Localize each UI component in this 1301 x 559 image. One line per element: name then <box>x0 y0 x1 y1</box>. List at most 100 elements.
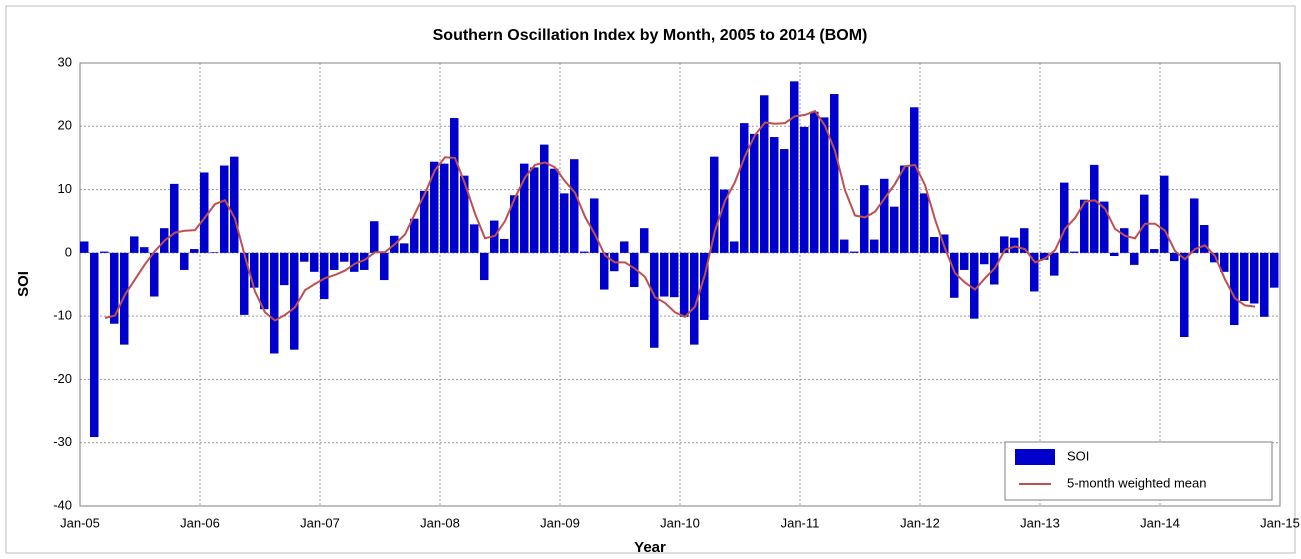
bar <box>600 252 609 290</box>
bar <box>1110 252 1119 257</box>
bar <box>1170 252 1179 262</box>
bar <box>150 252 159 297</box>
bar <box>250 252 259 288</box>
bar <box>630 252 639 288</box>
bar <box>290 252 299 350</box>
x-tick-label: Jan-09 <box>540 515 580 530</box>
bar <box>1050 252 1059 276</box>
bar <box>500 238 509 253</box>
bar <box>1250 252 1259 304</box>
bar <box>640 228 649 253</box>
bar <box>770 137 779 253</box>
bar <box>620 241 629 253</box>
bar <box>540 144 549 253</box>
bar <box>1230 252 1239 326</box>
bar <box>310 252 319 272</box>
bar <box>920 193 929 253</box>
bar <box>850 251 859 253</box>
bar <box>300 252 309 262</box>
x-axis-title: Year <box>634 539 666 556</box>
x-tick-label: Jan-07 <box>300 515 340 530</box>
bar <box>370 221 379 253</box>
bar <box>840 239 849 253</box>
bar <box>170 183 179 253</box>
bar <box>330 252 339 270</box>
bar <box>220 165 229 253</box>
bar <box>690 252 699 345</box>
bar <box>120 252 129 345</box>
bar <box>1240 252 1249 301</box>
x-tick-label: Jan-15 <box>1260 515 1300 530</box>
bar <box>820 117 829 253</box>
bar <box>1190 198 1199 253</box>
bar <box>800 126 809 253</box>
bar <box>520 163 529 253</box>
bar <box>360 252 369 270</box>
y-tick-label: -40 <box>53 497 72 512</box>
bar <box>480 252 489 281</box>
x-tick-label: Jan-05 <box>60 515 100 530</box>
bar <box>1180 252 1189 338</box>
bar <box>730 241 739 253</box>
bar <box>410 218 419 253</box>
bar <box>100 251 109 253</box>
bar <box>650 252 659 348</box>
plot-border <box>79 62 1281 507</box>
bar <box>980 252 989 265</box>
bar <box>400 243 409 253</box>
bar <box>550 168 559 253</box>
bar <box>320 252 329 300</box>
bar <box>930 237 939 253</box>
x-tick-label: Jan-13 <box>1020 515 1060 530</box>
bar <box>1060 182 1069 253</box>
x-tick-label: Jan-10 <box>660 515 700 530</box>
bar <box>580 251 589 253</box>
bar <box>950 252 959 298</box>
bar <box>570 159 579 253</box>
bar <box>660 252 669 297</box>
bar <box>910 107 919 253</box>
bar <box>1260 252 1269 317</box>
bar <box>970 252 979 319</box>
bar <box>1020 228 1029 253</box>
bar <box>1030 252 1039 292</box>
bar <box>870 239 879 253</box>
bar <box>900 165 909 253</box>
bar <box>230 156 239 253</box>
bar <box>470 224 479 253</box>
bar <box>590 198 599 253</box>
bar <box>140 247 149 253</box>
bar <box>1090 164 1099 253</box>
bar <box>960 252 969 270</box>
bar <box>130 236 139 253</box>
y-tick-label: 0 <box>65 244 72 259</box>
bar <box>680 252 689 317</box>
bar <box>440 163 449 253</box>
bar <box>1220 252 1229 272</box>
bar <box>1040 252 1049 260</box>
bar <box>260 252 269 310</box>
y-tick-label: 10 <box>58 181 72 196</box>
bar <box>760 95 769 253</box>
chart-title: Southern Oscillation Index by Month, 200… <box>433 27 868 44</box>
bar <box>880 178 889 253</box>
bar <box>200 172 209 253</box>
bar <box>1150 249 1159 253</box>
x-tick-label: Jan-08 <box>420 515 460 530</box>
bar <box>750 133 759 253</box>
bar <box>670 252 679 298</box>
bar <box>710 156 719 253</box>
legend-label: SOI <box>1067 448 1089 463</box>
bar <box>790 81 799 253</box>
legend-swatch <box>1015 449 1055 465</box>
bar <box>1100 201 1109 253</box>
bar <box>810 111 819 253</box>
bar <box>1000 236 1009 253</box>
bar <box>1070 251 1079 253</box>
y-tick-label: 20 <box>58 118 72 133</box>
bar <box>1130 252 1139 265</box>
bar <box>450 118 459 253</box>
x-tick-label: Jan-11 <box>781 515 820 530</box>
bar <box>430 161 439 253</box>
bar <box>280 252 289 286</box>
